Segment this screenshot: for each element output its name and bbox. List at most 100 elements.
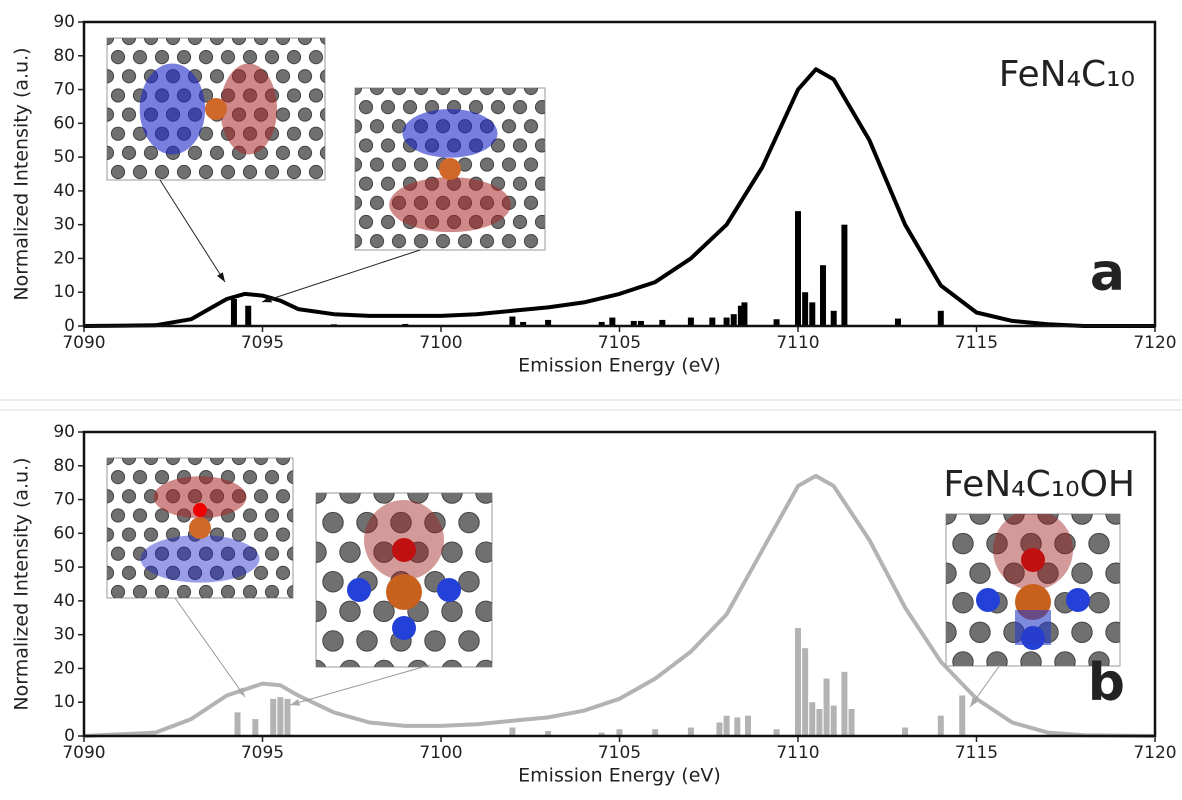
stick [830,310,837,326]
stick [734,717,741,736]
atom [121,69,137,84]
atom [209,565,225,580]
orbital [139,63,206,155]
atom [316,541,327,563]
atom [253,38,269,46]
orbital [402,109,498,158]
atom [413,88,429,96]
stick [659,319,666,326]
atom-fe [386,574,422,610]
atom [490,138,506,153]
x-tick-label: 7115 [955,743,998,763]
atom [209,145,225,160]
y-tick-label: 80 [53,46,75,66]
atom [501,157,517,172]
arrow [159,179,226,283]
atom [1020,651,1042,666]
atom [523,195,539,210]
atom-fe [439,158,461,180]
atom [107,38,115,46]
atom [390,511,412,534]
atom [441,541,463,563]
atom [986,651,1008,666]
stick [723,317,730,326]
atom [121,565,137,580]
atom [275,565,291,580]
arrow-head [217,272,225,282]
atom [176,546,192,561]
stick [841,671,848,736]
atom [143,527,159,542]
stick [841,224,848,326]
atom [946,621,957,644]
atom [475,541,492,563]
atom [121,145,137,160]
atom [121,458,137,466]
stick [277,697,284,736]
x-tick-label: 7120 [1133,743,1176,763]
x-axis-label: Emission Energy (eV) [518,355,721,377]
atom [380,176,396,191]
atom [198,50,214,65]
formula-label: FeN₄C₁₀OH [943,464,1135,505]
stick [716,722,723,736]
atom [358,100,374,115]
stick [630,320,637,326]
x-tick-label: 7105 [598,333,641,353]
atom [121,38,137,46]
y-tick-label: 0 [64,726,75,746]
atom [534,214,545,230]
atom [952,532,974,555]
atom [198,584,214,598]
atom [121,107,137,122]
stick [773,319,780,326]
atom [253,527,269,542]
atom [187,565,203,580]
orbital-blue [1015,610,1051,645]
atom [512,138,528,153]
y-tick-label: 90 [53,12,75,32]
atom [110,88,126,103]
atom [969,621,991,644]
stick [894,318,901,326]
atom [143,458,159,466]
stick [234,712,241,736]
atom [355,234,363,249]
atom [339,600,361,623]
atom [165,565,181,580]
atom [407,493,429,504]
atom [475,659,492,667]
y-tick-label: 40 [53,181,75,201]
atom [458,630,480,652]
atom [457,88,473,96]
stick [709,317,716,326]
atom [1157,652,1177,672]
atom [187,145,203,160]
stick [545,319,552,326]
atom [373,659,395,667]
atom [275,458,291,466]
atom [402,100,418,115]
atom [1071,621,1093,644]
stick [741,302,748,326]
atom [242,164,258,180]
stick [848,708,855,736]
atom [441,600,463,623]
stick [598,732,605,736]
panel: 0 10 20 30 40 50 60 70 80 90 7090 7095 7100 7105 7110 7… [11,422,1177,787]
atom [198,546,214,561]
atom [297,38,313,46]
arrow-head [970,697,979,707]
atom [1037,562,1059,584]
atom [1037,514,1059,525]
stick [802,292,809,326]
stick [616,729,623,736]
panel-letter: a [1090,243,1125,303]
y-tick-label: 80 [53,456,75,476]
stick [609,317,616,326]
atom-n [347,578,371,602]
atom [209,458,225,466]
atom [242,50,258,65]
y-tick-label: 60 [53,523,75,543]
atom [154,470,170,485]
